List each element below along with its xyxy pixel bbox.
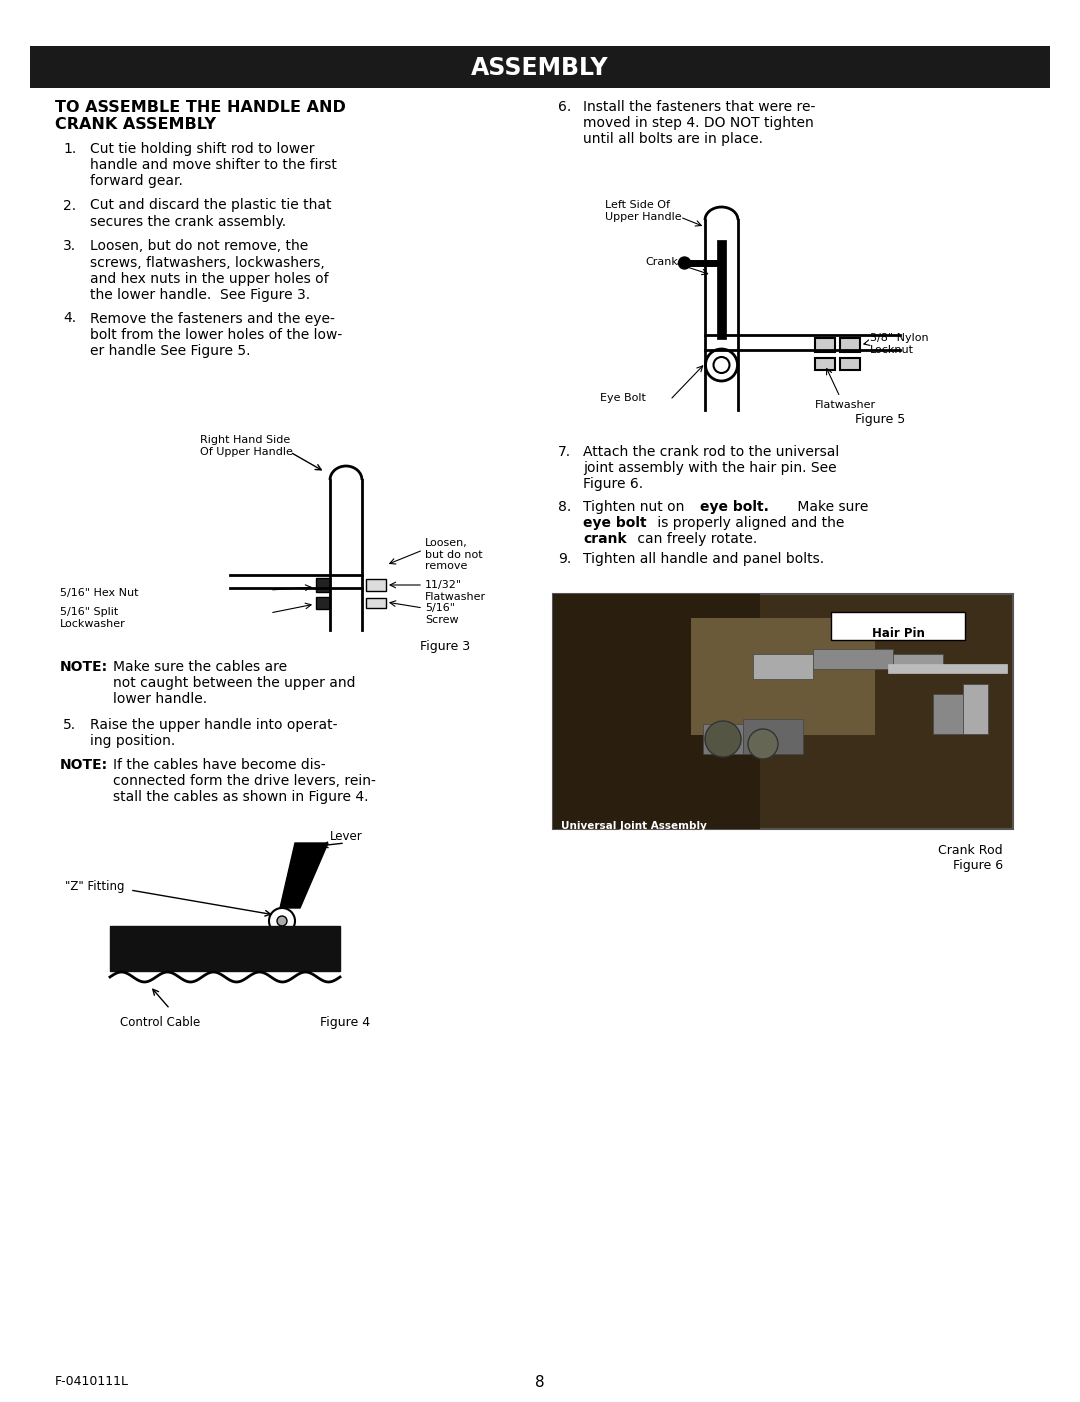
Bar [815,338,835,352]
Text: Hair Pin: Hair Pin [872,627,924,639]
Text: Crank: Crank [645,257,678,266]
Text: Left Side Of
Upper Handle: Left Side Of Upper Handle [605,200,681,222]
Polygon shape [280,843,328,908]
Text: Remove the fasteners and the eye-
bolt from the lower holes of the low-
er handl: Remove the fasteners and the eye- bolt f… [90,311,342,358]
Text: 3/8" Nylon
Locknut: 3/8" Nylon Locknut [870,334,929,355]
Bar [553,594,1013,829]
Bar [366,599,386,608]
Text: F-0410111L: F-0410111L [55,1375,129,1388]
Bar [963,684,988,735]
Circle shape [269,908,295,934]
Bar [691,617,875,735]
Bar [753,653,813,679]
Bar [366,579,386,592]
Bar [815,358,835,370]
Text: If the cables have become dis-
connected form the drive levers, rein-
stall the : If the cables have become dis- connected… [113,758,376,805]
Text: 7.: 7. [558,444,571,458]
Text: Loosen,
but do not
remove: Loosen, but do not remove [426,538,483,571]
Circle shape [705,349,738,381]
Text: Right Hand Side
Of Upper Handle: Right Hand Side Of Upper Handle [200,435,293,457]
Bar [30,46,1050,88]
Text: Tighten nut on: Tighten nut on [583,501,689,515]
Text: Cut tie holding shift rod to lower
handle and move shifter to the first
forward : Cut tie holding shift rod to lower handl… [90,142,337,188]
Text: 8: 8 [536,1375,544,1389]
Text: can freely rotate.: can freely rotate. [633,531,757,545]
Circle shape [678,257,690,269]
Bar [840,358,860,370]
Text: 5/16" Split
Lockwasher: 5/16" Split Lockwasher [60,607,125,628]
Text: Figure 5: Figure 5 [854,414,905,426]
Circle shape [748,729,778,758]
Text: Loosen, but do not remove, the
screws, flatwashers, lockwashers,
and hex nuts in: Loosen, but do not remove, the screws, f… [90,240,328,301]
Text: 11/32"
Flatwasher: 11/32" Flatwasher [426,580,486,601]
Text: 4.: 4. [63,311,76,325]
Circle shape [276,916,287,925]
Text: crank: crank [583,531,626,545]
Text: eye bolt: eye bolt [583,516,647,530]
Text: TO ASSEMBLE THE HANDLE AND
CRANK ASSEMBLY: TO ASSEMBLE THE HANDLE AND CRANK ASSEMBL… [55,100,346,132]
Bar [553,594,760,829]
Text: Make sure: Make sure [793,501,868,515]
Bar [703,723,743,754]
Text: Universal Joint Assembly: Universal Joint Assembly [561,822,707,831]
Text: Make sure the cables are
not caught between the upper and
lower handle.: Make sure the cables are not caught betw… [113,660,355,707]
Text: Crank Rod: Crank Rod [939,844,1003,857]
Text: Control Cable: Control Cable [120,1016,200,1029]
Text: 2.: 2. [63,199,76,213]
Text: Tighten all handle and panel bolts.: Tighten all handle and panel bolts. [583,552,824,566]
Text: is properly aligned and the: is properly aligned and the [653,516,845,530]
Text: NOTE:: NOTE: [60,660,108,674]
Bar [933,694,963,735]
Text: "Z" Fitting: "Z" Fitting [65,880,124,893]
Bar [840,338,860,352]
Text: 6.: 6. [558,100,571,114]
Text: Lever: Lever [330,830,363,843]
Text: Eye Bolt: Eye Bolt [600,393,646,402]
Text: Flatwasher: Flatwasher [815,400,876,409]
Text: ASSEMBLY: ASSEMBLY [471,56,609,80]
Text: Install the fasteners that were re-
moved in step 4. DO NOT tighten
until all bo: Install the fasteners that were re- move… [583,100,815,146]
Text: 9.: 9. [558,552,571,566]
Bar [743,719,804,754]
Text: Figure 3: Figure 3 [420,639,470,653]
Text: 5/16"
Screw: 5/16" Screw [426,603,459,625]
Bar [316,578,330,592]
Text: Figure 4: Figure 4 [320,1016,370,1029]
Text: 5.: 5. [63,718,76,732]
Bar [893,653,943,672]
Bar [316,597,330,608]
Text: eye bolt.: eye bolt. [700,501,769,515]
Text: 5/16" Hex Nut: 5/16" Hex Nut [60,587,138,599]
Circle shape [705,721,741,757]
Text: 1.: 1. [63,142,77,156]
Bar [110,925,340,972]
Text: Attach the crank rod to the universal
joint assembly with the hair pin. See
Figu: Attach the crank rod to the universal jo… [583,444,839,491]
Text: Raise the upper handle into operat-
ing position.: Raise the upper handle into operat- ing … [90,718,337,749]
Text: Figure 6: Figure 6 [953,859,1003,872]
FancyBboxPatch shape [831,613,966,639]
Text: Cut and discard the plastic tie that
secures the crank assembly.: Cut and discard the plastic tie that sec… [90,199,332,229]
Text: NOTE:: NOTE: [60,758,108,773]
Circle shape [714,358,729,373]
Text: 8.: 8. [558,501,571,515]
Bar [813,649,893,669]
Text: 3.: 3. [63,240,76,254]
